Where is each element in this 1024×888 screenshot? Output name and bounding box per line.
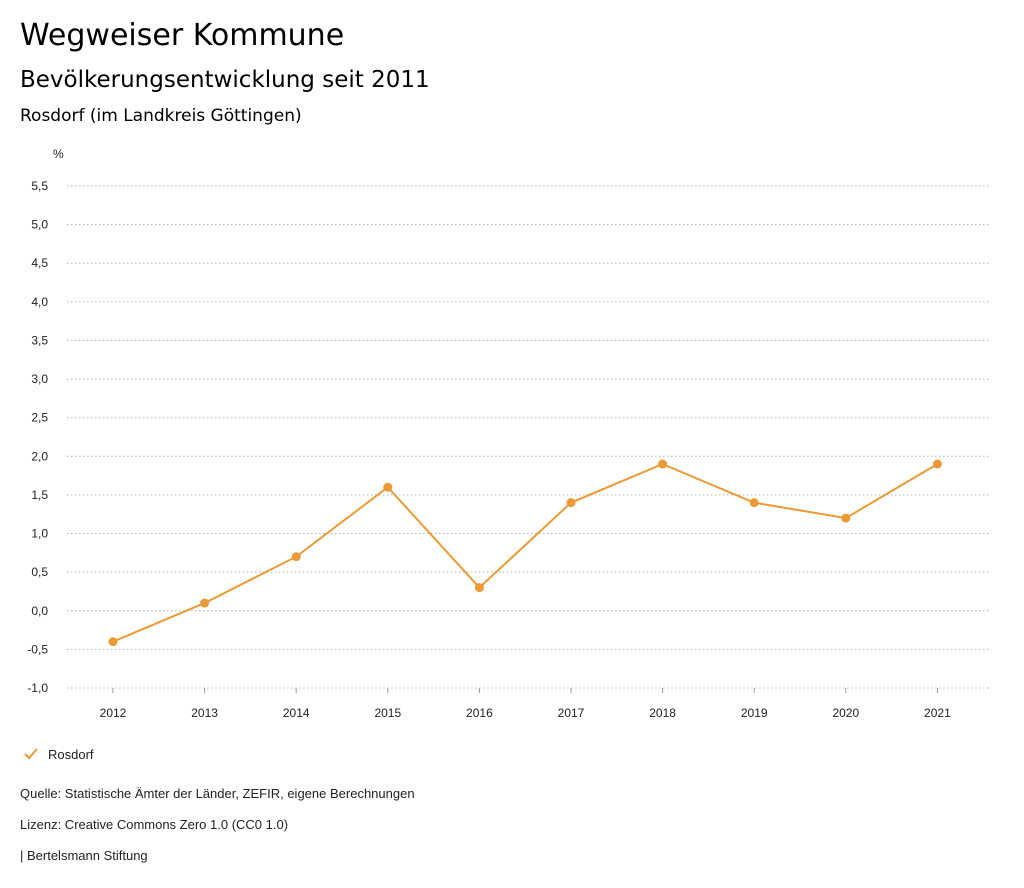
data-point-2021[interactable] [932,459,942,469]
y-tick-label: 3,5 [31,333,48,347]
source-note: Quelle: Statistische Ämter der Länder, Z… [20,786,415,801]
y-tick-label: 4,5 [31,256,48,270]
y-tick-label: 2,5 [31,411,48,425]
y-tick-label: 1,0 [31,527,48,541]
chart-subtitle: Bevölkerungsentwicklung seit 2011 [20,67,430,93]
x-tick-label: 2016 [466,706,493,720]
y-tick-label: 5,5 [31,179,48,193]
license-note: Lizenz: Creative Commons Zero 1.0 (CC0 1… [20,817,289,832]
y-tick-label: 0,0 [31,604,48,618]
y-axis-ticks: -1,0 -0,5 0,0 0,5 1,0 1,5 2,0 2,5 3,0 3,5 4,0 4,5 5,… [27,179,48,695]
y-tick-label: 5,0 [31,218,48,232]
x-tick-label: 2012 [100,706,127,720]
y-tick-label: 3,0 [31,372,48,386]
y-tick-label: 0,5 [31,565,48,579]
x-tick-label: 2020 [832,706,859,720]
line-chart: % -1,0 -0,5 0,0 0,5 1,0 1,5 2,0 2,5 3,0 3,5 4,0 4,5… [27,147,990,720]
y-tick-label: -1,0 [27,681,48,695]
legend-label: Rosdorf [48,746,94,762]
data-point-2017[interactable] [566,498,576,508]
data-point-2016[interactable] [474,583,484,593]
x-tick-label: 2021 [924,706,951,720]
data-point-2019[interactable] [749,498,759,508]
check-icon [24,748,38,760]
page-title: Wegweiser Kommune [20,18,345,53]
x-tick-label: 2017 [558,706,585,720]
x-tick-label: 2019 [741,706,768,720]
grid-lines [67,185,990,689]
x-tick-label: 2018 [649,706,676,720]
data-point-2018[interactable] [658,459,668,469]
x-tick-label: 2014 [283,706,310,720]
series-points [108,459,942,647]
x-tick-label: 2013 [191,706,218,720]
data-point-2012[interactable] [108,637,118,647]
data-point-2020[interactable] [841,513,851,523]
region-label: Rosdorf (im Landkreis Göttingen) [20,106,302,126]
y-tick-label: 2,0 [31,449,48,463]
data-point-2014[interactable] [291,552,301,562]
y-tick-label: 4,0 [31,295,48,309]
y-tick-label: -0,5 [27,642,48,656]
y-axis-unit-label: % [53,147,64,161]
credit-note: | Bertelsmann Stiftung [20,848,148,863]
data-point-2013[interactable] [200,598,210,608]
legend-item-rosdorf[interactable]: Rosdorf [22,744,94,764]
x-tick-label: 2015 [374,706,401,720]
x-axis-ticks: 2012 2013 2014 2015 2016 2017 2018 2019 2020 2021 [100,688,951,720]
series-line-rosdorf [112,462,938,643]
data-point-2015[interactable] [383,482,393,492]
y-tick-label: 1,5 [31,488,48,502]
